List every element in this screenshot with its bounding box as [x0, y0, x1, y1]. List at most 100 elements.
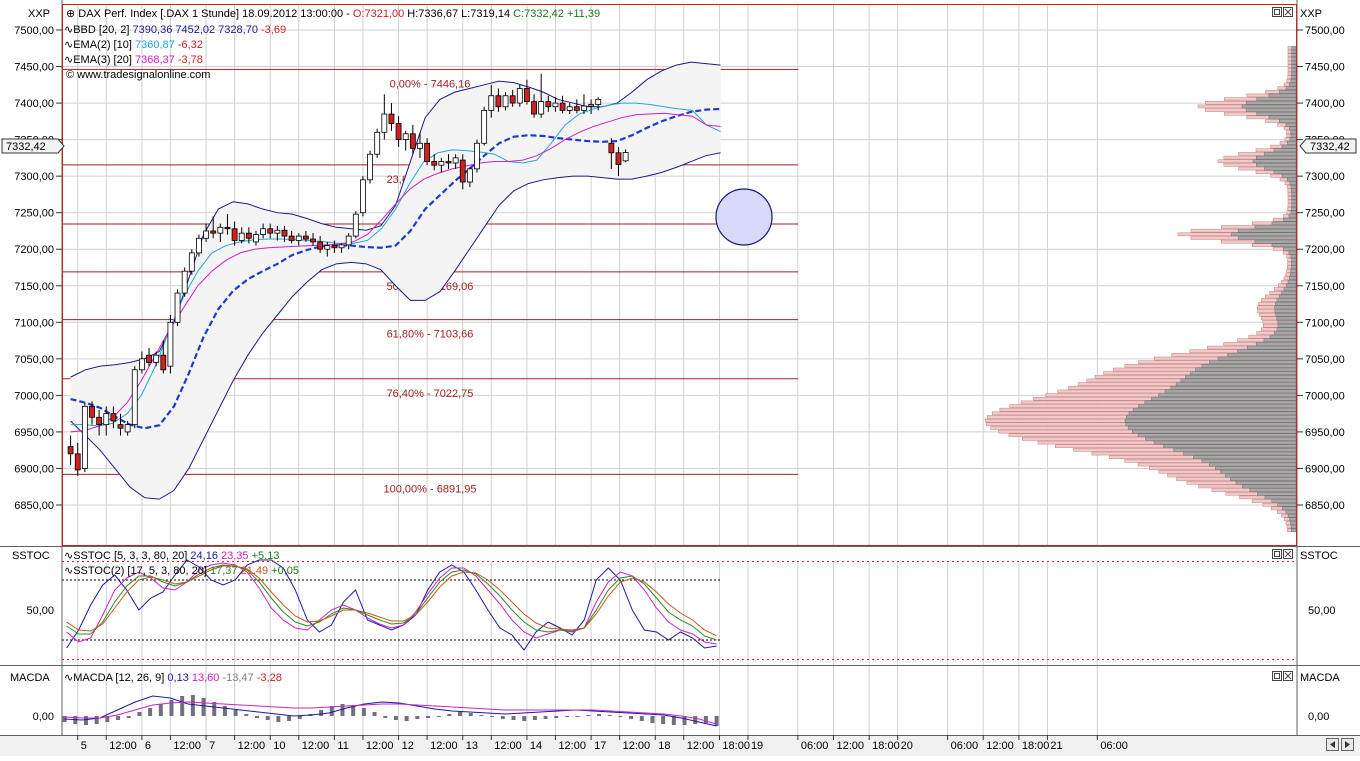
x-tick-label: 11 [337, 740, 348, 752]
vp-bar-sell [1291, 206, 1297, 211]
vp-bar-sell [1254, 239, 1297, 244]
candle-body [224, 226, 231, 230]
scroll-left-button[interactable] [1326, 738, 1339, 751]
vp-bar-sell [1273, 170, 1297, 174]
stoch-tick-left: 50,00 [26, 605, 54, 617]
macd-hist-bar [329, 706, 334, 716]
macd-hist-bar [479, 715, 484, 716]
vp-bar-sell [1256, 155, 1297, 160]
vp-bar-sell [1290, 269, 1297, 273]
stoch-panel-buttons[interactable] [1272, 549, 1293, 559]
header-low: L:7319,14 [461, 8, 510, 20]
candle-body [67, 446, 74, 455]
vp-bar-sell [1268, 93, 1297, 98]
vp-bar-sell [1185, 375, 1297, 379]
macd-hist-bar [543, 716, 548, 719]
macd-hist-bar [158, 704, 163, 716]
vp-bar-sell [1285, 86, 1297, 90]
candle-body [317, 241, 324, 250]
candle-body [545, 101, 552, 108]
ema3-change: -3,78 [178, 54, 203, 66]
macd-hist-bar [650, 716, 655, 723]
bbd-change: -3,69 [261, 24, 286, 36]
ema2-value: 7360,87 [135, 39, 175, 51]
vp-bar-sell [1201, 364, 1297, 368]
vp-bar-sell [1291, 64, 1297, 69]
vp-bar-sell [1291, 60, 1297, 65]
stoch1-v2: 23,35 [221, 550, 249, 562]
vp-bar-sell [1289, 181, 1297, 185]
x-tick-label: 18:00 [722, 740, 750, 752]
vp-bar-sell [1290, 210, 1297, 215]
macd-hist-bar [287, 716, 292, 721]
vp-bar-sell [1289, 82, 1297, 87]
header-change: +11,39 [567, 8, 600, 20]
scroll-right-button[interactable] [1341, 738, 1354, 751]
x-tick-label: 06:00 [801, 740, 829, 752]
macd-hist-bar [597, 714, 602, 716]
x-tick-label: 12 [402, 740, 414, 752]
vp-bar-sell [1132, 407, 1297, 412]
vp-bar-sell [1287, 280, 1297, 284]
y-tick-label-left: 7050,00 [14, 354, 54, 366]
candle-body [231, 228, 238, 241]
bb-lower [70, 152, 721, 500]
candle-body [210, 230, 217, 234]
vp-bar-sell [1288, 250, 1297, 255]
candle-body [267, 228, 274, 234]
vp-bar-sell [1256, 97, 1297, 101]
vp-bar-sell [1124, 418, 1297, 423]
candle-body [167, 321, 174, 367]
candle-body [608, 142, 615, 154]
macd-hist-bar [426, 716, 431, 718]
wave-icon: ∿ [64, 565, 73, 577]
macd-hist-bar [190, 695, 195, 716]
fib-label: 61,80% - 7103,66 [387, 329, 474, 341]
candle-body [160, 354, 167, 371]
vp-bar-sell [1195, 367, 1297, 372]
header-title: DAX Perf. Index [.DAX 1 Stunde] 18.09.20… [78, 8, 353, 20]
candle-body [74, 453, 81, 471]
macd-hist-bar [522, 716, 527, 721]
x-tick-label: 12:00 [986, 740, 1014, 752]
stoch2-v1: 17,37 [210, 565, 238, 577]
candle-body [615, 152, 622, 165]
svg-text:∿SSTOC(2) [17, 5, 3, 80, 20] 1: ∿SSTOC(2) [17, 5, 3, 80, 20] 17,37 21,49… [64, 565, 299, 577]
vp-bar-sell [1163, 444, 1297, 449]
vp-bar-sell [1275, 301, 1297, 306]
price-panel-buttons[interactable] [1272, 7, 1293, 17]
x-tick-label: 18 [658, 740, 670, 752]
candle-body [124, 424, 131, 433]
y-tick-label-left: 6900,00 [14, 463, 54, 475]
x-tick-label: 12:00 [430, 740, 458, 752]
svg-text:7332,42: 7332,42 [1310, 141, 1350, 153]
vp-bar-sell [1245, 108, 1297, 112]
vp-bar-sell [1125, 415, 1297, 419]
macd-panel-lines [62, 695, 719, 727]
macd-hist-bar [319, 710, 324, 716]
vp-bar-sell [1241, 104, 1297, 109]
vp-bar-sell [1269, 334, 1297, 339]
vp-bar-sell [1276, 298, 1297, 302]
macd-hist-bar [404, 716, 409, 721]
candle-body [188, 252, 195, 272]
vp-bar-sell [1291, 258, 1297, 262]
candle-body [431, 161, 438, 166]
macd-hist-bar [169, 700, 174, 716]
y-tick-label-right: 7000,00 [1305, 390, 1345, 402]
vp-bar-sell [1237, 228, 1297, 233]
macd-hist-bar [94, 716, 99, 724]
y-tick-label-right: 6850,00 [1305, 500, 1345, 512]
macda-v2: 13,60 [192, 672, 220, 684]
macd-hist-bar [180, 696, 185, 716]
y-tick-label-left: 7250,00 [14, 208, 54, 220]
y-tick-label-left: 7100,00 [14, 317, 54, 329]
vp-bar-sell [1255, 342, 1297, 346]
vp-bar-sell [1153, 440, 1297, 445]
vp-bar-sell [1281, 291, 1297, 295]
vp-bar-sell [1286, 141, 1297, 145]
macda-panel-buttons[interactable] [1272, 671, 1293, 681]
macd-signal-line [64, 701, 717, 725]
vp-bar-sell [1291, 188, 1297, 193]
